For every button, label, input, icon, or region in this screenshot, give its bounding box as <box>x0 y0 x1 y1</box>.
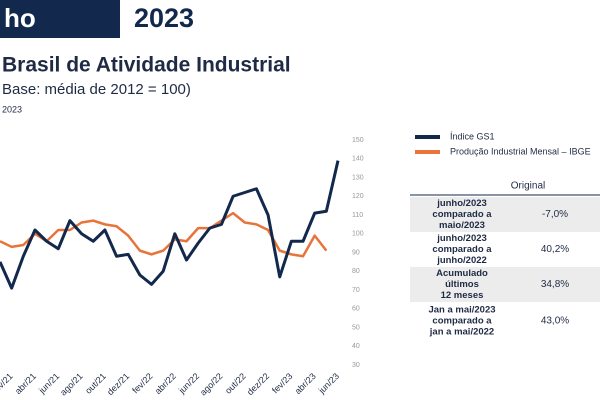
x-tick-label: abr/21 <box>13 371 38 396</box>
row-label: Acumulado <box>436 268 488 279</box>
x-tick-label: ago/21 <box>58 371 85 398</box>
series-line <box>0 160 340 290</box>
banner-title: ho <box>4 3 36 33</box>
x-tick-label: jun/23 <box>316 371 341 396</box>
x-tick-label: ago/22 <box>198 371 225 398</box>
table-row-bg <box>410 197 600 232</box>
table-header: Original <box>511 181 545 192</box>
x-tick-label: out/21 <box>83 371 108 396</box>
y-tick-label: 100 <box>352 231 364 238</box>
x-tick-label: dez/21 <box>105 371 131 397</box>
table-row-bg <box>410 267 600 302</box>
x-tick-label: abr/22 <box>153 371 178 396</box>
y-tick-label: 70 <box>352 287 360 294</box>
row-label: junho/2022 <box>436 255 487 266</box>
chart-title: Brasil de Atividade Industrial <box>2 54 291 77</box>
y-tick-label: 90 <box>352 249 360 256</box>
row-label: comparado a <box>432 244 492 255</box>
y-tick-label: 50 <box>352 324 360 331</box>
row-value: -7,0% <box>542 209 568 220</box>
row-label: comparado a <box>432 316 492 327</box>
series-line <box>0 211 328 258</box>
y-tick-label: 130 <box>352 174 364 181</box>
y-tick-label: 150 <box>352 137 364 144</box>
legend-label: Produção Industrial Mensal – IBGE <box>450 146 591 156</box>
row-value: 34,8% <box>541 279 569 290</box>
y-tick-label: 30 <box>352 362 360 369</box>
x-tick-label: fev/23 <box>270 371 294 395</box>
x-tick-label: jun/21 <box>36 371 61 396</box>
row-value: 43,0% <box>541 316 569 327</box>
banner-year: 2023 <box>134 3 194 33</box>
x-tick-label: abr/23 <box>293 371 318 396</box>
x-tick-label: dez/22 <box>245 371 271 397</box>
legend-label: Índice GS1 <box>450 131 495 141</box>
y-tick-label: 60 <box>352 306 360 313</box>
x-tick-label: fev/22 <box>130 371 154 395</box>
row-label: últimos <box>445 279 479 290</box>
row-label: junho/2023 <box>436 198 487 209</box>
row-label: 12 meses <box>441 290 484 301</box>
x-tick-label: jun/22 <box>176 371 201 396</box>
chart-subtitle: Base: média de 2012 = 100) <box>2 81 191 98</box>
x-tick-label: fev/21 <box>0 371 15 395</box>
y-tick-label: 140 <box>352 156 364 163</box>
y-tick-label: 120 <box>352 193 364 200</box>
x-tick-label: out/22 <box>223 371 248 396</box>
row-label: Jan a mai/2023 <box>428 305 495 316</box>
row-label: jan a mai/2022 <box>429 327 494 338</box>
row-label: junho/2023 <box>436 233 487 244</box>
chart-note: 2023 <box>2 104 22 114</box>
y-tick-label: 80 <box>352 268 360 275</box>
row-label: maio/2023 <box>439 220 485 231</box>
y-tick-label: 40 <box>352 343 360 350</box>
banner <box>0 0 120 38</box>
y-tick-label: 110 <box>352 212 363 219</box>
row-label: comparado a <box>432 209 492 220</box>
row-value: 40,2% <box>541 244 569 255</box>
